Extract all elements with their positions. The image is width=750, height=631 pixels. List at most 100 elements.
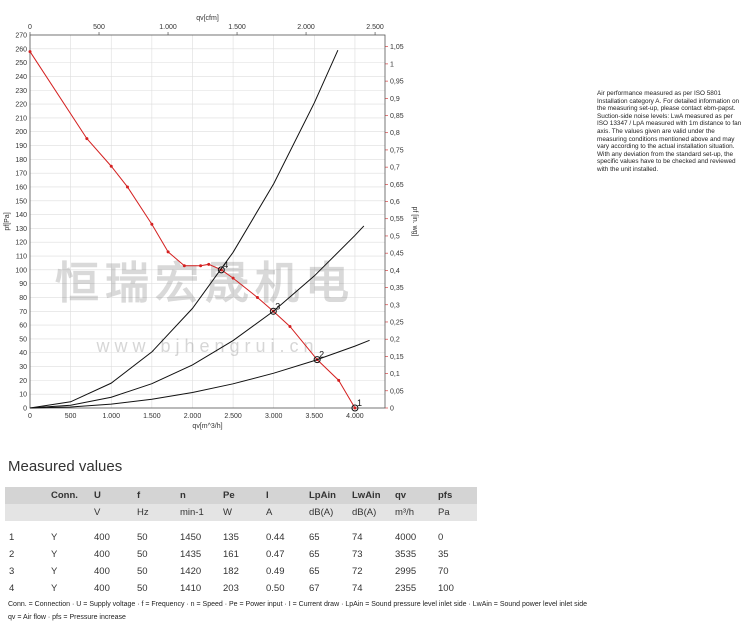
y-tick-label: 240 <box>15 74 27 81</box>
curve-marker <box>28 50 32 54</box>
cell <box>348 521 391 529</box>
x-tick-label: 2.500 <box>224 413 242 420</box>
x-tick-label: 3.000 <box>265 413 283 420</box>
cell: 50 <box>137 549 148 560</box>
cell <box>5 521 47 529</box>
curve-marker <box>231 276 235 280</box>
y2-tick-label: 0 <box>390 406 394 413</box>
table-row: 1 Y 400 50 1450 135 0.44 65 74 4000 0 <box>5 529 477 546</box>
footnote: Conn. = Connection · U = Supply voltage … <box>8 601 587 608</box>
cell: 74 <box>352 583 363 594</box>
cell: 0.49 <box>266 566 285 577</box>
y2-tick-label: 0,9 <box>390 96 400 103</box>
operating-point-label: 4 <box>223 260 228 270</box>
section-title: Measured values <box>8 458 123 475</box>
cell: 1450 <box>180 532 202 543</box>
y-tick-label: 80 <box>19 295 27 302</box>
cell <box>5 487 47 504</box>
y2-tick-label: 0,85 <box>390 113 404 120</box>
curve-marker <box>207 262 211 266</box>
x2-tick-label: 2.500 <box>366 24 384 31</box>
cell <box>391 521 434 529</box>
cell: 0.44 <box>266 532 285 543</box>
cell: 3535 <box>395 549 417 560</box>
y2-tick-label: 0,6 <box>390 199 400 206</box>
cell: 73 <box>352 549 363 560</box>
y2-tick-label: 1 <box>390 61 394 68</box>
watermark: w w w . b j h e n g r u i . c n <box>95 336 313 356</box>
cell: LwAin <box>348 487 391 504</box>
cell: 135 <box>223 532 239 543</box>
cell: 0 <box>438 532 444 543</box>
y2-tick-label: 0,3 <box>390 302 400 309</box>
cell: Hz <box>133 504 176 521</box>
operating-point-label: 2 <box>319 350 324 360</box>
cell: 72 <box>352 566 363 577</box>
y-tick-label: 100 <box>15 267 27 274</box>
curve-marker <box>255 295 259 299</box>
y-tick-label: 220 <box>15 102 27 109</box>
cell <box>305 521 348 529</box>
cell <box>90 521 133 529</box>
cell: 65 <box>309 566 320 577</box>
operating-point <box>269 307 277 315</box>
table-row <box>5 521 477 529</box>
y-tick-label: 260 <box>15 46 27 53</box>
cell: 3 <box>9 566 15 577</box>
curve-marker <box>150 222 154 226</box>
cell: dB(A) <box>348 504 391 521</box>
y2-tick-label: 0,55 <box>390 216 404 223</box>
cell: 2355 <box>395 583 417 594</box>
y-tick-label: 120 <box>15 240 27 247</box>
cell <box>219 521 262 529</box>
y2-tick-label: 0,45 <box>390 251 404 258</box>
y-tick-label: 190 <box>15 143 27 150</box>
y-axis-label: pf[Pa] <box>4 212 11 230</box>
y-tick-label: 140 <box>15 212 27 219</box>
x2-tick-label: 500 <box>93 24 105 31</box>
curve-marker <box>85 137 89 141</box>
y-tick-label: 210 <box>15 115 27 122</box>
curve-marker <box>182 264 186 268</box>
cell: m³/h <box>391 504 434 521</box>
cell: 1420 <box>180 566 202 577</box>
curve-marker <box>125 185 129 189</box>
cell: 0.47 <box>266 549 285 560</box>
y2-tick-label: 0,5 <box>390 233 400 240</box>
y-tick-label: 270 <box>15 33 27 40</box>
y-tick-label: 40 <box>19 350 27 357</box>
cell: W <box>219 504 262 521</box>
y2-tick-label: 0,1 <box>390 371 400 378</box>
cell: qv <box>391 487 434 504</box>
operating-point <box>217 266 225 274</box>
footnote: qv = Air flow · pfs = Pressure increase <box>8 614 126 621</box>
cell: pfs <box>434 487 477 504</box>
table-row: 2 Y 400 50 1435 161 0.47 65 73 3535 35 <box>5 546 477 563</box>
x-tick-label: 500 <box>65 413 77 420</box>
y-tick-label: 30 <box>19 364 27 371</box>
operating-point-label: 3 <box>275 301 280 311</box>
y-tick-label: 230 <box>15 88 27 95</box>
y-tick-label: 180 <box>15 157 27 164</box>
table-row: 3 Y 400 50 1420 182 0.49 65 72 2995 70 <box>5 563 477 580</box>
y-tick-label: 70 <box>19 309 27 316</box>
operating-point <box>351 404 359 412</box>
cell: V <box>90 504 133 521</box>
cell <box>47 504 90 521</box>
y-tick-label: 170 <box>15 171 27 178</box>
x-tick-label: 1.000 <box>102 413 120 420</box>
cell: 1410 <box>180 583 202 594</box>
cell: 400 <box>94 583 110 594</box>
y-tick-label: 50 <box>19 336 27 343</box>
note: Air performance measured as per ISO 5801… <box>597 90 742 173</box>
cell: Y <box>51 549 58 560</box>
y-tick-label: 0 <box>23 406 27 413</box>
curve-marker <box>288 324 292 328</box>
y-tick-label: 200 <box>15 129 27 136</box>
cell <box>434 521 477 529</box>
cell: 4000 <box>395 532 417 543</box>
cell: 2 <box>9 549 15 560</box>
cell: 161 <box>223 549 239 560</box>
cell: 4 <box>9 583 15 594</box>
